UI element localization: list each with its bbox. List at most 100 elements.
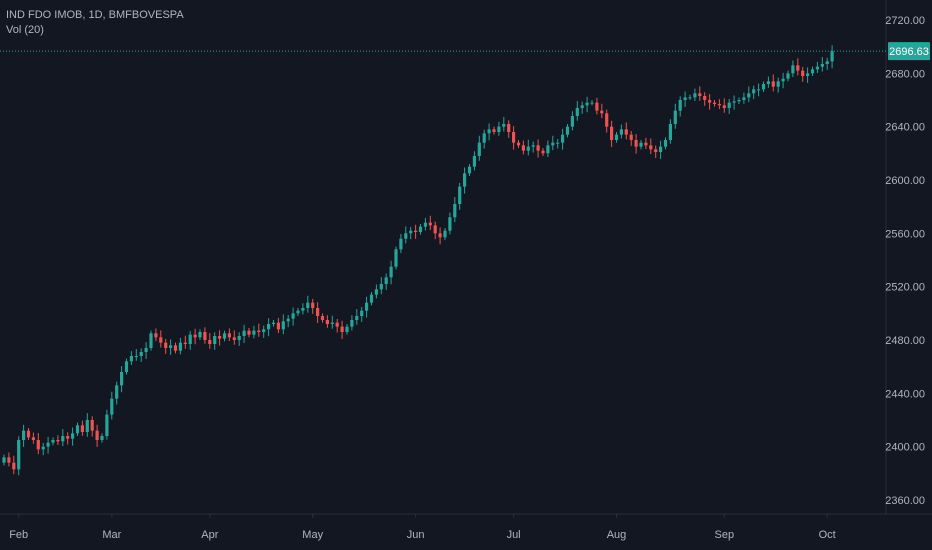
candle-body [100, 436, 104, 440]
candle [271, 320, 276, 327]
candle-body [546, 145, 550, 154]
candle-body [752, 89, 756, 94]
candle [448, 212, 452, 235]
candle-body [654, 149, 658, 152]
candle [276, 317, 280, 334]
candle-body [56, 440, 60, 442]
candle-body [693, 93, 697, 98]
candle-body [306, 302, 310, 308]
candle-body [717, 104, 721, 106]
candle [384, 273, 388, 290]
candle [286, 314, 290, 328]
candle [526, 139, 530, 156]
candle-body [698, 93, 702, 96]
candle [595, 97, 599, 115]
candle-body [335, 322, 339, 327]
candle-body [12, 462, 16, 470]
candle-body [825, 61, 829, 64]
candle-body [110, 398, 114, 415]
candle-body [414, 230, 418, 232]
candle [551, 135, 555, 151]
candle-body [761, 84, 766, 90]
candle [22, 424, 26, 447]
candle-body [237, 336, 241, 340]
candle-body [477, 142, 481, 156]
time-axis[interactable]: Feb Mar Apr May Jun Jul Aug Sep Oct [9, 514, 836, 541]
candle [394, 246, 398, 270]
candle [335, 318, 339, 333]
candle-body [512, 132, 516, 143]
candle [766, 76, 770, 88]
candle-body [242, 330, 246, 336]
candle-body [438, 233, 442, 238]
candle [683, 91, 687, 107]
candle-body [124, 361, 129, 372]
candle [188, 330, 192, 350]
candle-body [678, 100, 682, 111]
candle [649, 138, 653, 155]
candle [291, 307, 295, 326]
candle-body [742, 97, 746, 100]
candle [379, 277, 383, 295]
candle [810, 66, 815, 76]
candle-body [551, 142, 555, 146]
candle-body [129, 356, 133, 362]
candle [634, 134, 638, 154]
candle [340, 320, 344, 339]
candle [722, 98, 726, 113]
candle-body [820, 64, 824, 67]
candle [497, 121, 501, 136]
candle-body [31, 437, 35, 440]
candle-body [311, 302, 315, 308]
candle [610, 120, 614, 147]
candle [482, 129, 486, 149]
candle-body [286, 318, 290, 322]
price-tick-label: 2480.00 [885, 335, 925, 347]
candle-body [360, 310, 364, 316]
candle-body [688, 97, 692, 99]
time-tick-label: Jun [407, 529, 425, 541]
candle-body [556, 142, 560, 144]
time-tick-label: May [302, 529, 323, 541]
candle [399, 233, 403, 254]
price-tick-label: 2400.00 [885, 442, 925, 454]
candle-body [453, 204, 457, 218]
candle-body [737, 100, 741, 102]
last-price-label-text: 2696.63 [889, 46, 929, 58]
candle [663, 137, 668, 150]
candle [463, 167, 467, 194]
candle-body [516, 142, 521, 146]
time-tick-label: Jul [507, 529, 521, 541]
candle-body [164, 342, 168, 348]
candle [585, 96, 589, 113]
candle [472, 151, 476, 171]
candle-body [369, 294, 374, 303]
candle [737, 97, 741, 104]
candle [477, 135, 481, 161]
candle-body [389, 266, 393, 278]
candle [428, 215, 432, 231]
candle-body [732, 101, 736, 103]
candle [409, 226, 413, 240]
candle-body [722, 105, 726, 108]
candle [232, 330, 236, 345]
candle [418, 224, 423, 235]
candle-body [659, 146, 663, 152]
candle [771, 74, 775, 92]
candle-body [634, 140, 638, 147]
candle [350, 315, 354, 331]
candle-body [134, 356, 138, 357]
candle [541, 148, 545, 156]
candle [330, 315, 334, 329]
candle-body [325, 320, 329, 324]
last-price-label-background [888, 42, 930, 61]
candle [154, 328, 158, 342]
candle [345, 324, 349, 335]
candle-body [580, 105, 584, 108]
candle [590, 100, 594, 106]
candle [791, 60, 795, 78]
candle [629, 130, 633, 146]
candle [644, 137, 648, 150]
price-axis[interactable]: 2360.00 2400.00 2440.00 2480.00 2520.00 2560.… [885, 15, 925, 507]
